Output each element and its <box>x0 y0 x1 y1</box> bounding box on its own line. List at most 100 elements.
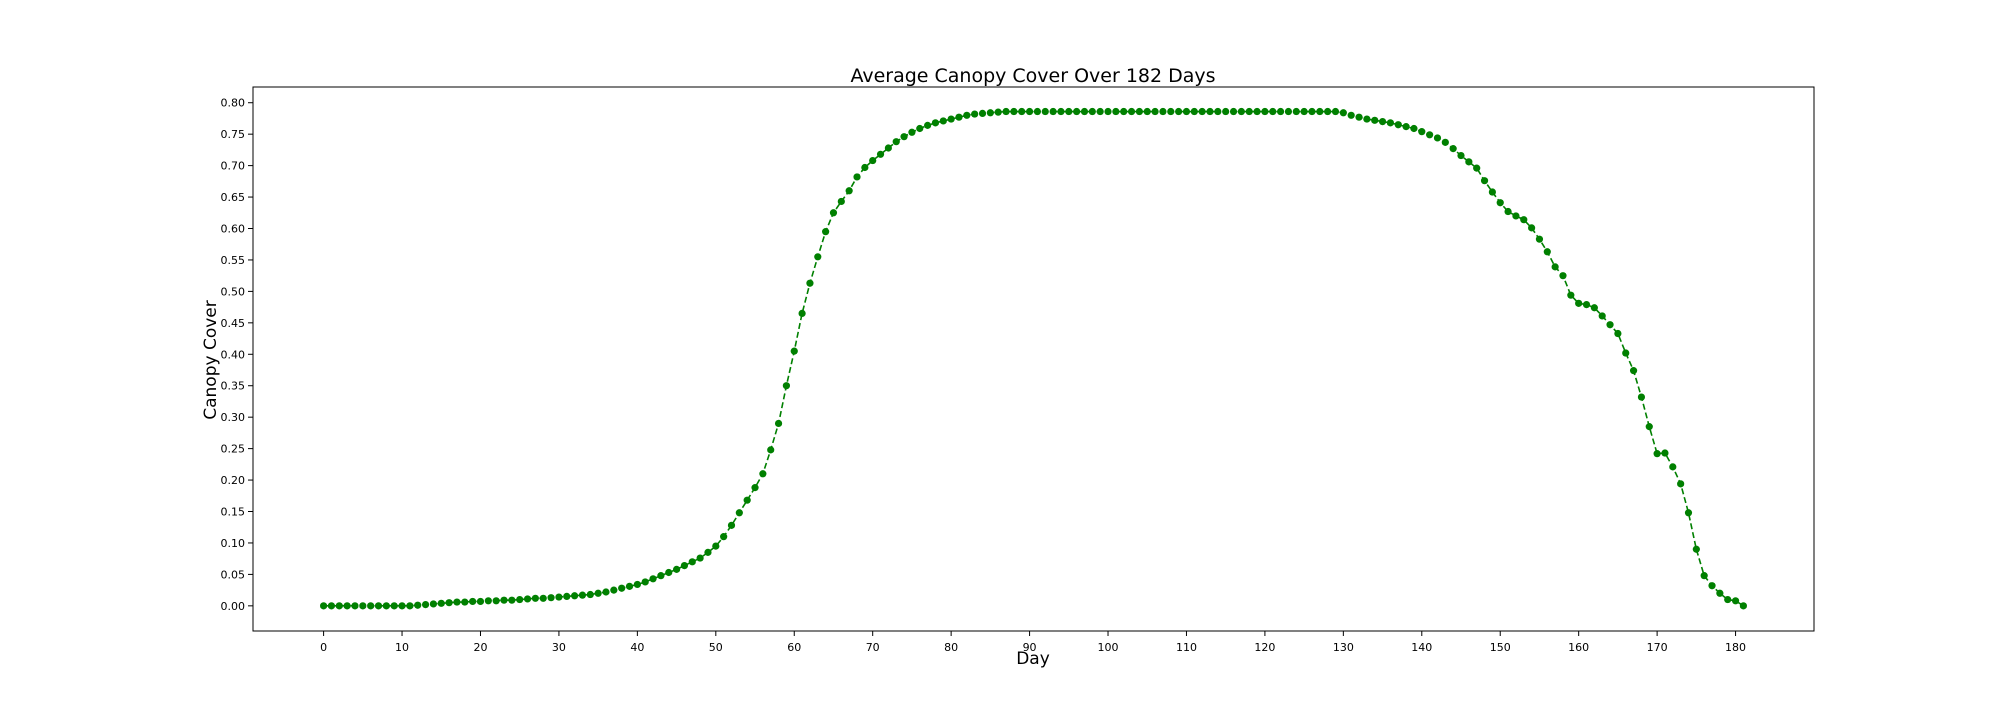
y-tick-label: 0.10 <box>221 537 246 550</box>
data-point <box>461 598 469 606</box>
data-point <box>414 601 422 609</box>
x-tick-label: 30 <box>552 641 566 654</box>
y-tick-label: 0.20 <box>221 474 246 487</box>
data-point <box>374 602 383 610</box>
data-point <box>421 600 430 609</box>
data-point <box>1653 450 1661 458</box>
data-point <box>1025 107 1034 116</box>
data-point <box>727 521 736 529</box>
data-point <box>1206 107 1214 116</box>
chart-title: Average Canopy Cover Over 182 Days <box>850 65 1215 87</box>
data-point <box>1567 291 1575 299</box>
data-point <box>641 578 649 586</box>
data-point <box>1284 107 1293 116</box>
data-point <box>1324 107 1332 116</box>
data-point <box>1480 177 1489 185</box>
x-tick-label: 60 <box>787 641 801 654</box>
data-point <box>1598 312 1606 320</box>
x-axis-label: Day <box>1016 649 1050 669</box>
data-point <box>869 156 877 165</box>
x-tick-label: 80 <box>944 641 958 654</box>
data-point <box>1520 216 1528 224</box>
data-point <box>680 561 689 570</box>
data-point <box>1535 235 1544 243</box>
data-point <box>1433 134 1442 142</box>
data-point <box>1088 107 1096 116</box>
data-point <box>1386 119 1395 127</box>
x-tick-label: 50 <box>709 641 723 654</box>
data-point <box>665 568 673 577</box>
data-point <box>1002 107 1010 116</box>
data-point <box>1669 463 1677 471</box>
x-tick-label: 40 <box>630 641 644 654</box>
data-point <box>978 109 987 118</box>
data-point <box>523 595 532 603</box>
data-point <box>453 598 461 606</box>
data-point <box>743 496 751 504</box>
data-point <box>1512 212 1520 220</box>
data-point <box>1308 107 1316 116</box>
data-point <box>1292 107 1300 116</box>
y-tick-label: 0.40 <box>221 348 246 361</box>
data-point <box>1504 207 1512 216</box>
y-tick-label: 0.55 <box>221 254 246 267</box>
data-point <box>853 173 861 181</box>
data-point <box>1496 199 1504 207</box>
y-tick-label: 0.45 <box>221 317 246 330</box>
data-point <box>688 558 696 566</box>
data-point <box>963 111 971 119</box>
data-point <box>1731 597 1740 605</box>
data-point <box>696 554 704 562</box>
data-point <box>508 596 516 604</box>
data-point <box>335 602 343 610</box>
data-point <box>1143 107 1151 116</box>
data-point <box>602 588 610 596</box>
x-tick-label: 70 <box>866 641 880 654</box>
data-point <box>351 602 359 610</box>
data-point <box>931 119 940 127</box>
y-tick-label: 0.70 <box>221 160 246 173</box>
data-point <box>610 586 618 594</box>
x-tick-label: 170 <box>1647 641 1668 654</box>
data-point <box>876 150 885 158</box>
data-point <box>516 595 524 604</box>
x-tick-label: 110 <box>1176 641 1197 654</box>
data-point <box>751 484 759 492</box>
data-point <box>539 594 547 602</box>
data-point <box>1645 423 1653 431</box>
y-tick-label: 0.65 <box>221 191 246 204</box>
data-point <box>790 347 798 355</box>
data-point <box>1175 107 1183 116</box>
data-point <box>1708 582 1716 590</box>
data-point <box>1347 111 1355 119</box>
data-point <box>735 509 743 517</box>
y-tick-label: 0.15 <box>221 506 246 519</box>
data-point <box>445 599 453 607</box>
data-point <box>720 533 728 541</box>
data-point <box>586 590 594 599</box>
data-point <box>484 597 492 605</box>
data-point <box>845 187 853 195</box>
data-point <box>861 163 869 172</box>
y-tick-label: 0.35 <box>221 380 246 393</box>
data-point <box>1661 449 1669 457</box>
data-point <box>1716 589 1724 597</box>
data-point <box>1057 107 1065 116</box>
x-tick-label: 140 <box>1411 641 1432 654</box>
data-point <box>814 253 822 261</box>
data-point <box>382 602 390 610</box>
data-point <box>1739 602 1747 610</box>
data-point <box>359 602 367 610</box>
y-tick-label: 0.05 <box>221 568 246 581</box>
data-point <box>555 593 563 601</box>
data-point <box>1543 248 1551 256</box>
data-point <box>1229 107 1238 116</box>
data-point <box>892 138 900 146</box>
data-point <box>1159 107 1167 116</box>
data-point <box>327 602 336 610</box>
data-point <box>1339 109 1347 117</box>
data-point <box>1622 349 1630 357</box>
data-point <box>625 582 634 590</box>
data-point <box>767 446 775 454</box>
data-point <box>1551 263 1559 271</box>
